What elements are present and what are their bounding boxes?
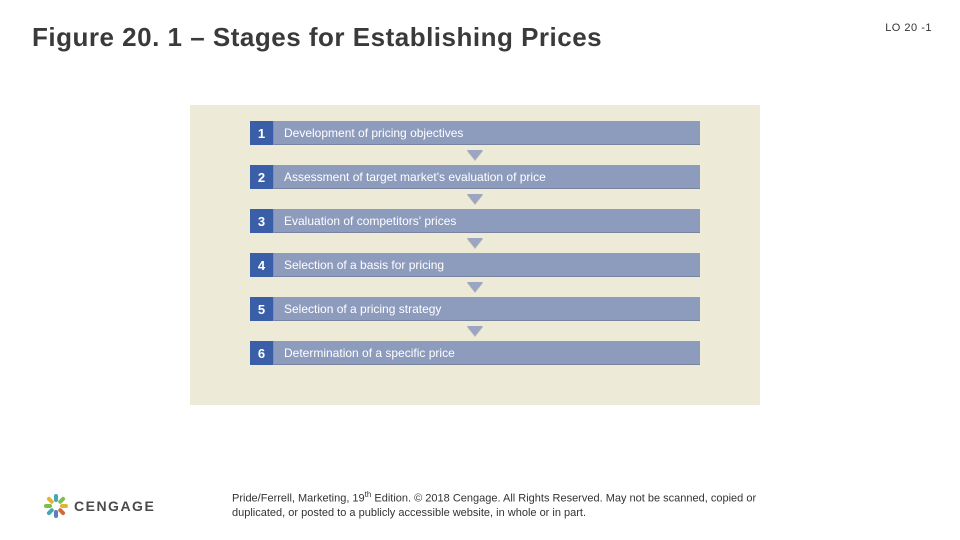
stage-number: 4 <box>250 253 274 277</box>
stage-row: 4Selection of a basis for pricing <box>250 253 700 277</box>
stage-arrow-gap <box>250 277 700 297</box>
logo-burst-icon <box>44 494 68 518</box>
stage-row: 2Assessment of target market's evaluatio… <box>250 165 700 189</box>
down-arrow-icon <box>467 326 483 336</box>
stage-number: 5 <box>250 297 274 321</box>
footer-text-1: Pride/Ferrell, Marketing, 19 <box>232 492 365 504</box>
stage-label: Development of pricing objectives <box>274 121 700 145</box>
stage-row: 5Selection of a pricing strategy <box>250 297 700 321</box>
stage-number: 6 <box>250 341 274 365</box>
stage-label: Assessment of target market's evaluation… <box>274 165 700 189</box>
stage-label: Selection of a pricing strategy <box>274 297 700 321</box>
stage-arrow-gap <box>250 233 700 253</box>
logo-text: CENGAGE <box>74 498 155 514</box>
stages-diagram: 1Development of pricing objectives2Asses… <box>190 105 760 405</box>
footer-text-1b: Edition. © 2018 Cengage. All Rights Rese… <box>371 492 756 504</box>
down-arrow-icon <box>467 194 483 204</box>
footer-text-2: duplicated, or posted to a publicly acce… <box>232 507 586 519</box>
copyright-footer: Pride/Ferrell, Marketing, 19th Edition. … <box>232 490 920 520</box>
stage-number: 2 <box>250 165 274 189</box>
stage-label: Evaluation of competitors' prices <box>274 209 700 233</box>
stage-row: 1Development of pricing objectives <box>250 121 700 145</box>
publisher-logo: CENGAGE <box>44 494 155 518</box>
stage-arrow-gap <box>250 189 700 209</box>
stage-arrow-gap <box>250 145 700 165</box>
stage-row: 6Determination of a specific price <box>250 341 700 365</box>
stage-number: 1 <box>250 121 274 145</box>
stage-arrow-gap <box>250 321 700 341</box>
down-arrow-icon <box>467 238 483 248</box>
stage-number: 3 <box>250 209 274 233</box>
stage-label: Selection of a basis for pricing <box>274 253 700 277</box>
learning-objective-label: LO 20 -1 <box>885 22 932 34</box>
stage-row: 3Evaluation of competitors' prices <box>250 209 700 233</box>
figure-title: Figure 20. 1 – Stages for Establishing P… <box>32 22 602 53</box>
stage-label: Determination of a specific price <box>274 341 700 365</box>
down-arrow-icon <box>467 150 483 160</box>
down-arrow-icon <box>467 282 483 292</box>
